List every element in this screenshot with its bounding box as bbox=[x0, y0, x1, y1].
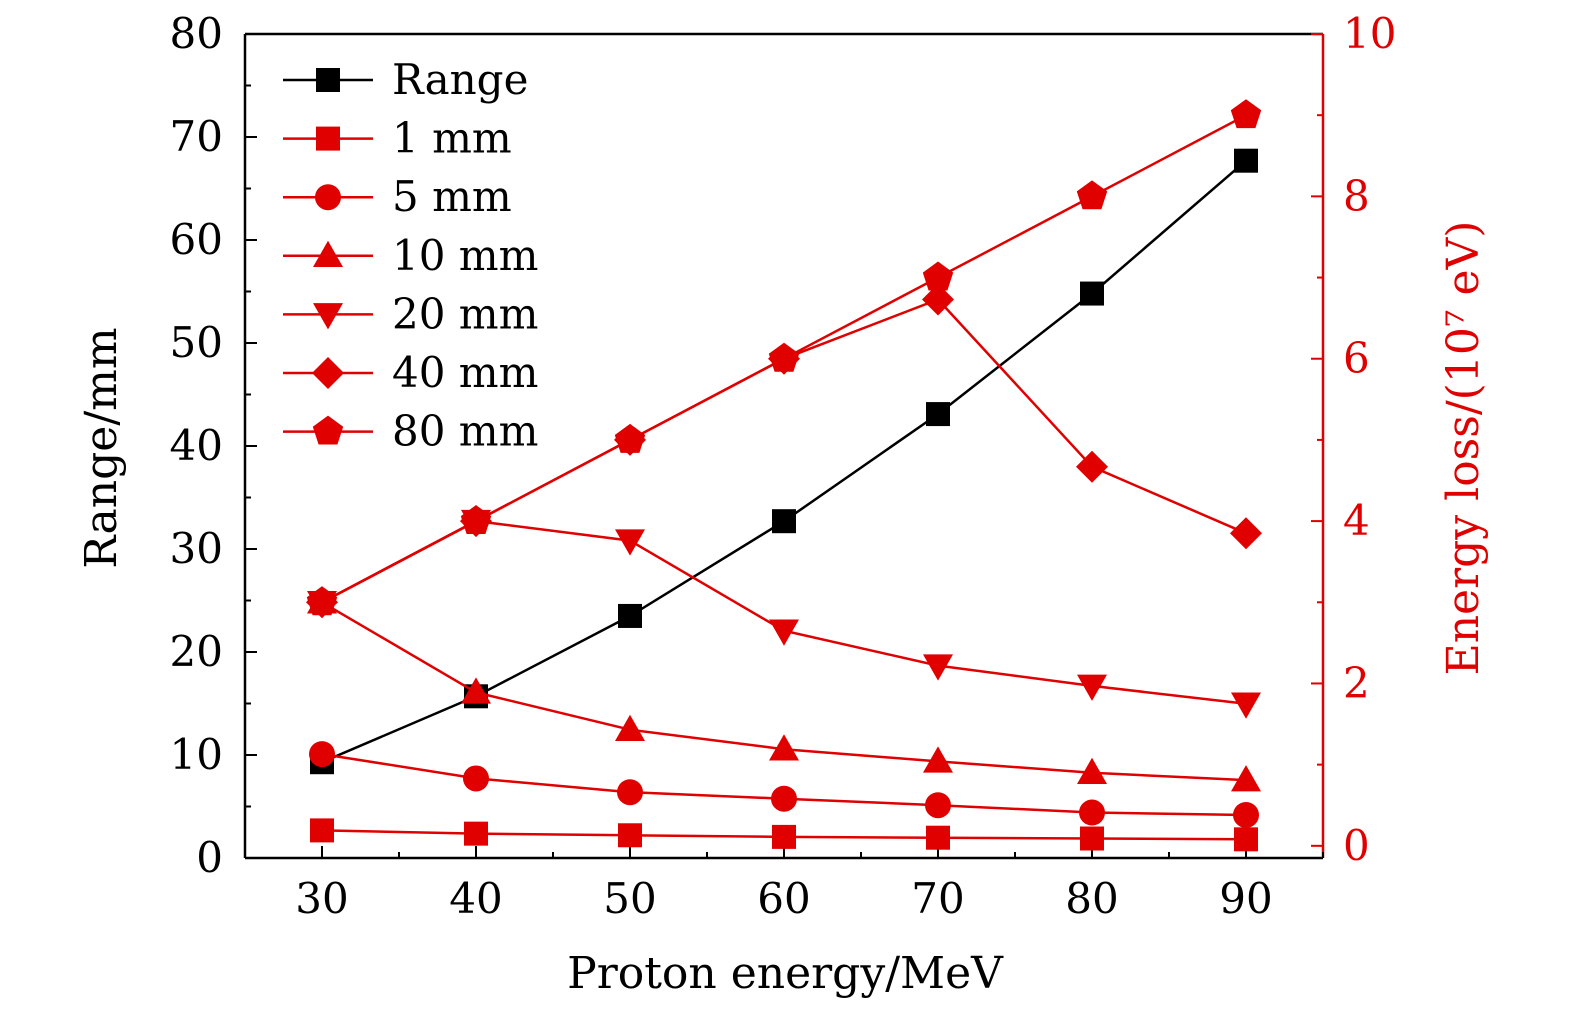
legend-label: 5 mm bbox=[392, 172, 512, 221]
legend-marker bbox=[312, 415, 344, 445]
x-tick-label: 60 bbox=[757, 874, 810, 923]
x-tick-label: 50 bbox=[603, 874, 656, 923]
legend-marker bbox=[312, 357, 344, 389]
y-left-tick-label: 40 bbox=[170, 421, 223, 470]
legend-label: Range bbox=[392, 55, 528, 104]
y-axis-left-label: Range/mm bbox=[76, 327, 127, 568]
data-point-range bbox=[1080, 281, 1104, 306]
legend-label: 40 mm bbox=[392, 348, 538, 397]
legend-label: 20 mm bbox=[392, 289, 538, 338]
y-right-tick-label: 6 bbox=[1343, 334, 1370, 383]
data-point-1-mm bbox=[926, 825, 950, 850]
data-point-80-mm bbox=[1230, 99, 1262, 129]
series-1-mm bbox=[310, 818, 1258, 852]
legend-marker bbox=[315, 184, 341, 211]
data-point-range bbox=[772, 509, 796, 534]
legend-marker bbox=[316, 126, 340, 151]
y-left-tick-label: 30 bbox=[170, 524, 223, 573]
data-point-20-mm bbox=[1231, 692, 1261, 719]
legend-item-range: Range bbox=[283, 55, 528, 104]
legend-label: 10 mm bbox=[392, 231, 538, 280]
data-point-1-mm bbox=[772, 824, 796, 849]
data-point-40-mm bbox=[922, 283, 954, 316]
legend-item-80-mm: 80 mm bbox=[283, 407, 538, 456]
x-axis-label: Proton energy/MeV bbox=[567, 948, 1004, 999]
y-left-tick-label: 60 bbox=[170, 215, 223, 264]
data-point-5-mm bbox=[1079, 799, 1105, 826]
x-tick-label: 30 bbox=[295, 874, 348, 923]
legend-item-20-mm: 20 mm bbox=[283, 289, 538, 338]
legend: Range 1 mm 5 mm 10 mm 20 mm 40 mm 80 mm bbox=[283, 55, 538, 456]
x-tick-label: 90 bbox=[1219, 874, 1272, 923]
series-line-20-mm bbox=[321, 519, 1247, 706]
data-point-range bbox=[926, 402, 950, 427]
data-point-40-mm bbox=[1230, 517, 1262, 550]
data-point-5-mm bbox=[463, 765, 489, 792]
data-point-80-mm bbox=[922, 261, 954, 291]
y-left-tick-label: 20 bbox=[170, 627, 223, 676]
data-point-20-mm bbox=[615, 529, 645, 556]
data-point-80-mm bbox=[460, 505, 492, 534]
series-20-mm bbox=[307, 509, 1261, 719]
data-point-10-mm bbox=[615, 714, 645, 741]
legend-item-1-mm: 1 mm bbox=[283, 114, 512, 163]
data-point-5-mm bbox=[771, 785, 797, 812]
data-point-80-mm bbox=[768, 342, 800, 372]
data-point-10-mm bbox=[1231, 765, 1261, 792]
data-point-1-mm bbox=[310, 818, 334, 843]
data-point-range bbox=[618, 603, 642, 628]
data-point-40-mm bbox=[1076, 450, 1108, 483]
y-left-tick-label: 50 bbox=[170, 318, 223, 367]
data-point-80-mm bbox=[614, 423, 646, 453]
series-80-mm bbox=[306, 99, 1262, 616]
data-point-5-mm bbox=[1233, 801, 1259, 828]
legend-marker bbox=[313, 303, 343, 330]
x-tick-label: 40 bbox=[449, 874, 502, 923]
x-tick-label: 70 bbox=[911, 874, 964, 923]
y-left-tick-label: 0 bbox=[196, 833, 223, 882]
legend-item-5-mm: 5 mm bbox=[283, 172, 512, 221]
data-point-20-mm bbox=[769, 619, 799, 646]
legend-item-10-mm: 10 mm bbox=[283, 231, 538, 280]
legend-marker bbox=[316, 68, 340, 92]
y-right-tick-label: 8 bbox=[1343, 171, 1370, 220]
data-point-80-mm bbox=[1076, 180, 1108, 210]
data-point-5-mm bbox=[617, 779, 643, 806]
x-tick-label: 80 bbox=[1065, 874, 1118, 923]
data-point-1-mm bbox=[1234, 827, 1258, 852]
data-point-1-mm bbox=[618, 823, 642, 848]
data-point-20-mm bbox=[923, 654, 953, 681]
y-axis-right-label: Energy loss/(10⁷ eV) bbox=[1438, 221, 1489, 676]
data-point-range bbox=[1234, 148, 1258, 173]
legend-label: 80 mm bbox=[392, 407, 538, 456]
legend-item-40-mm: 40 mm bbox=[283, 348, 538, 397]
legend-marker bbox=[313, 240, 343, 268]
series-5-mm bbox=[309, 741, 1259, 828]
y-right-tick-label: 10 bbox=[1343, 9, 1396, 58]
series-layer bbox=[306, 99, 1262, 852]
y-right-tick-label: 4 bbox=[1343, 496, 1370, 545]
data-point-10-mm bbox=[1077, 757, 1107, 785]
data-point-1-mm bbox=[464, 821, 488, 846]
y-left-tick-label: 80 bbox=[170, 9, 223, 58]
data-point-10-mm bbox=[769, 734, 799, 761]
y-left-tick-label: 70 bbox=[170, 112, 223, 161]
axes-layer: 30 40 50 60 70 80 90 0 10 20 30 40 50 60 70 80 0 2 4 6 8 10 bbox=[170, 9, 1397, 923]
data-point-10-mm bbox=[923, 746, 953, 773]
y-right-tick-label: 2 bbox=[1343, 658, 1370, 707]
data-point-10-mm bbox=[461, 677, 491, 704]
data-point-5-mm bbox=[925, 792, 951, 819]
data-point-80-mm bbox=[306, 586, 338, 616]
data-point-1-mm bbox=[1080, 826, 1104, 851]
y-right-tick-label: 0 bbox=[1343, 821, 1370, 870]
legend-label: 1 mm bbox=[392, 114, 512, 163]
data-point-20-mm bbox=[1077, 674, 1107, 701]
y-left-tick-label: 10 bbox=[170, 730, 223, 779]
data-point-5-mm bbox=[309, 741, 335, 768]
